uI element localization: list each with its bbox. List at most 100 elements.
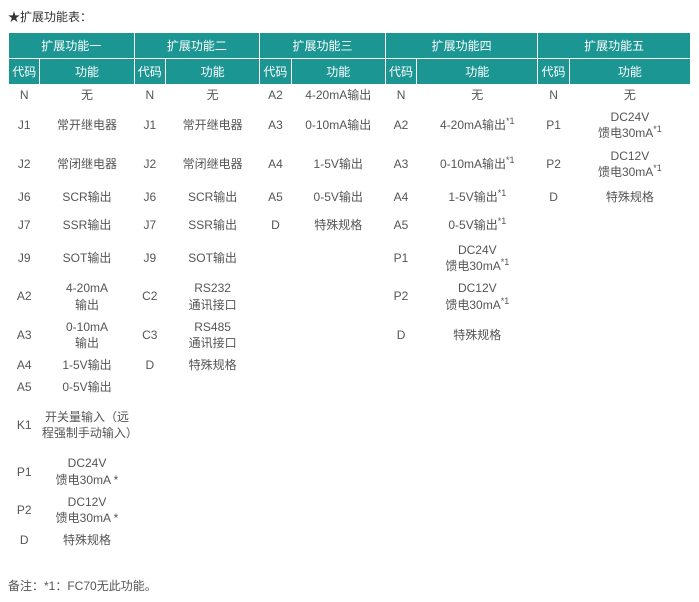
table-cell-code: A3 — [9, 316, 40, 354]
sub-header-code: 代码 — [9, 59, 40, 85]
table-cell-func: 4-20mA输出 — [291, 84, 385, 106]
table-cell-func: 常闭继电器 — [40, 145, 134, 183]
table-cell-code: A2 — [9, 277, 40, 315]
table-cell-func: SCR输出 — [166, 183, 260, 211]
table-cell-code: P2 — [9, 491, 40, 529]
table-cell-code — [134, 491, 165, 529]
table-cell-func: DC12V馈电30mA*1 — [417, 277, 538, 315]
table-cell-code — [385, 376, 416, 398]
table-cell-func: 特殊规格 — [291, 211, 385, 239]
table-cell-code: A3 — [385, 145, 416, 183]
superscript-note: *1 — [653, 163, 662, 173]
table-cell-code — [260, 316, 291, 354]
table-cell-func — [166, 398, 260, 452]
table-cell-func: 常开继电器 — [40, 106, 134, 144]
table-cell-func — [569, 376, 690, 398]
table-cell-func: 无 — [417, 84, 538, 106]
table-cell-func — [569, 277, 690, 315]
table-cell-code — [134, 376, 165, 398]
table-cell-func — [166, 529, 260, 551]
table-cell-func: 4-20mA输出*1 — [417, 106, 538, 144]
table-cell-func: 1-5V输出*1 — [417, 183, 538, 211]
table-cell-func: DC12V馈电30mA*1 — [569, 145, 690, 183]
table-cell-code: D — [260, 211, 291, 239]
table-cell-code: P1 — [9, 452, 40, 490]
table-cell-code: D — [385, 316, 416, 354]
table-cell-code — [538, 316, 569, 354]
sub-header-code: 代码 — [134, 59, 165, 85]
table-cell-func — [417, 398, 538, 452]
table-cell-func — [291, 277, 385, 315]
table-cell-func: SSR输出 — [40, 211, 134, 239]
table-cell-code: A5 — [9, 376, 40, 398]
table-cell-func — [417, 452, 538, 490]
table-cell-func — [569, 491, 690, 529]
sub-header-func: 功能 — [40, 59, 134, 85]
table-cell-code: J6 — [9, 183, 40, 211]
table-cell-code: D — [134, 354, 165, 376]
table-cell-func — [291, 354, 385, 376]
table-cell-func: 特殊规格 — [417, 316, 538, 354]
table-cell-func: 4-20mA输出 — [40, 277, 134, 315]
table-cell-func: RS232通讯接口 — [166, 277, 260, 315]
table-cell-code: J2 — [9, 145, 40, 183]
table-cell-func: 特殊规格 — [40, 529, 134, 551]
table-cell-code — [134, 398, 165, 452]
superscript-note: *1 — [653, 124, 662, 134]
table-cell-code: A5 — [385, 211, 416, 239]
table-cell-func: DC24V馈电30mA*1 — [569, 106, 690, 144]
table-cell-code: A2 — [260, 84, 291, 106]
table-cell-code: D — [538, 183, 569, 211]
table-cell-func: 0-10mA输出 — [40, 316, 134, 354]
group-header-3: 扩展功能三 — [260, 33, 386, 59]
group-header-4: 扩展功能四 — [385, 33, 538, 59]
table-cell-func — [569, 529, 690, 551]
table-cell-code — [385, 354, 416, 376]
table-title: ★扩展功能表： — [8, 8, 691, 25]
table-cell-code: C3 — [134, 316, 165, 354]
table-cell-func: DC24V馈电30mA*1 — [417, 239, 538, 277]
table-cell-code: A4 — [9, 354, 40, 376]
table-cell-code: N — [385, 84, 416, 106]
table-cell-code: D — [9, 529, 40, 551]
table-cell-code — [134, 529, 165, 551]
table-cell-code — [385, 491, 416, 529]
table-cell-code: J7 — [134, 211, 165, 239]
sub-header-func: 功能 — [417, 59, 538, 85]
table-cell-func — [291, 376, 385, 398]
table-cell-func — [417, 354, 538, 376]
table-cell-func: SOT输出 — [166, 239, 260, 277]
table-cell-code — [385, 529, 416, 551]
table-cell-func — [569, 452, 690, 490]
table-cell-code: A3 — [260, 106, 291, 144]
table-cell-code: A4 — [260, 145, 291, 183]
table-cell-code — [385, 452, 416, 490]
table-cell-code — [260, 398, 291, 452]
footnote: 备注：*1：FC70无此功能。 — [8, 577, 691, 594]
table-cell-code — [134, 452, 165, 490]
table-cell-func: SCR输出 — [40, 183, 134, 211]
table-cell-func: DC12V馈电30mA * — [40, 491, 134, 529]
sub-header-code: 代码 — [538, 59, 569, 85]
group-header-2: 扩展功能二 — [134, 33, 260, 59]
table-cell-code — [260, 529, 291, 551]
table-cell-func: 0-5V输出 — [291, 183, 385, 211]
group-header-1: 扩展功能一 — [9, 33, 135, 59]
superscript-note: *1 — [501, 296, 510, 306]
table-cell-func: 特殊规格 — [569, 183, 690, 211]
table-cell-func — [166, 452, 260, 490]
table-cell-code — [260, 277, 291, 315]
table-cell-func: 开关量输入（远程强制手动输入） — [40, 398, 134, 452]
table-cell-code: N — [9, 84, 40, 106]
table-cell-func — [166, 491, 260, 529]
table-cell-func: RS485通讯接口 — [166, 316, 260, 354]
table-cell-code — [538, 239, 569, 277]
table-cell-func: 0-10mA输出*1 — [417, 145, 538, 183]
table-cell-func: SSR输出 — [166, 211, 260, 239]
table-cell-func — [417, 529, 538, 551]
table-cell-func: 常闭继电器 — [166, 145, 260, 183]
table-cell-func: 常开继电器 — [166, 106, 260, 144]
table-cell-code — [538, 452, 569, 490]
table-cell-code: P2 — [385, 277, 416, 315]
group-header-5: 扩展功能五 — [538, 33, 691, 59]
